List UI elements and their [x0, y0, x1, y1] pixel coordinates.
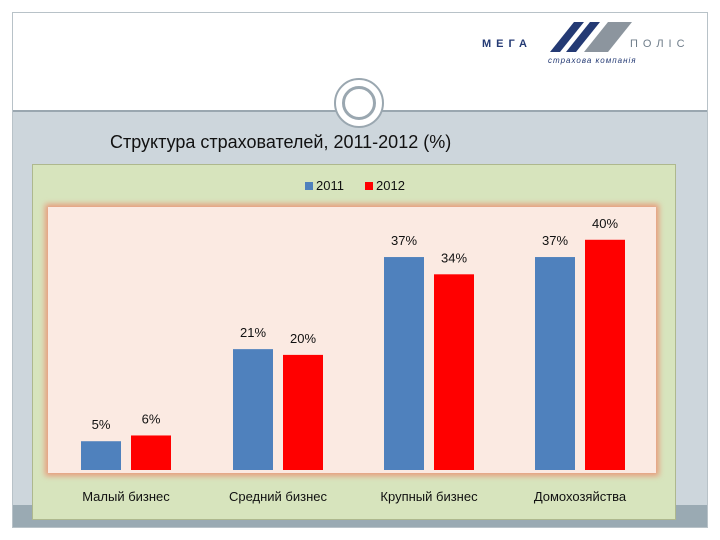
data-label-2012-4: 40%	[592, 216, 618, 231]
bar-2012-1	[131, 435, 171, 470]
data-label-2011-2: 21%	[240, 325, 266, 340]
ring-ornament-inner	[342, 86, 376, 120]
logo-mark-icon	[550, 22, 632, 52]
data-label-2011-4: 37%	[542, 233, 568, 248]
data-label-2012-1: 6%	[142, 411, 161, 426]
logo-text-left: МЕГА	[482, 38, 532, 50]
data-label-2011-3: 37%	[391, 233, 417, 248]
bar-2012-4	[585, 239, 625, 470]
data-label-2011-1: 5%	[92, 417, 111, 432]
slide-frame	[12, 12, 708, 528]
data-label-2012-2: 20%	[290, 331, 316, 346]
data-label-2012-3: 34%	[441, 250, 467, 265]
bar-2011-3	[384, 257, 424, 470]
bar-2012-2	[283, 354, 323, 470]
x-axis-labels: Малый бизнес Средний бизнес Крупный бизнес…	[82, 489, 627, 504]
x-tick-label-3: Крупный бизнес	[380, 489, 478, 504]
company-logo: МЕГА ПОЛІС страхова компанія	[482, 18, 712, 72]
legend-label-2012: 2012	[376, 178, 405, 193]
x-tick-label-1: Малый бизнес	[82, 489, 170, 504]
bar-2012-3	[434, 274, 474, 470]
bar-chart: 2011 2012 5% 6% 21% 20% 37% 34% 37% 40% Малый би…	[45, 178, 659, 504]
bar-2011-2	[233, 349, 273, 470]
x-tick-label-4: Домохозяйства	[534, 489, 627, 504]
slide-title: Структура страхователей, 2011-2012 (%)	[110, 132, 452, 152]
legend-swatch-2011	[305, 182, 313, 190]
bars-group: 5% 6% 21% 20% 37% 34% 37% 40%	[81, 216, 625, 470]
logo-subtitle: страхова компанія	[548, 56, 637, 65]
logo-text-right: ПОЛІС	[630, 38, 690, 50]
x-tick-label-2: Средний бизнес	[229, 489, 328, 504]
chart-legend: 2011 2012	[305, 178, 405, 193]
legend-swatch-2012	[365, 182, 373, 190]
legend-label-2011: 2011	[316, 178, 344, 193]
bar-2011-1	[81, 441, 121, 470]
bar-2011-4	[535, 257, 575, 470]
